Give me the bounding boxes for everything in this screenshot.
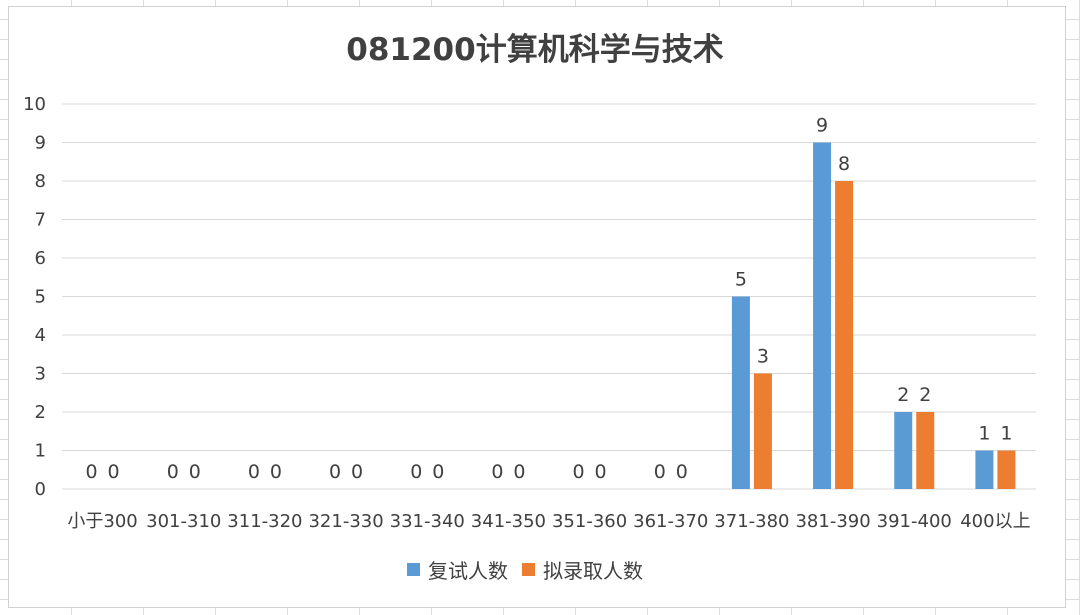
data-label: 0 xyxy=(410,461,422,483)
y-tick-label: 0 xyxy=(35,479,46,500)
x-tick-label: 小于300 xyxy=(67,511,137,532)
x-tick-label: 381-390 xyxy=(795,511,870,532)
bar xyxy=(835,181,854,489)
y-tick-label: 4 xyxy=(35,325,46,346)
bar xyxy=(813,142,832,489)
y-tick-label: 9 xyxy=(35,133,46,154)
data-label: 8 xyxy=(838,153,850,175)
data-label: 0 xyxy=(248,461,260,483)
bar xyxy=(894,412,913,489)
x-tick-label: 331-340 xyxy=(390,511,465,532)
legend: 复试人数 拟录取人数 xyxy=(407,559,643,583)
x-tick-label: 301-310 xyxy=(146,511,221,532)
bar xyxy=(731,296,750,489)
legend-label: 拟录取人数 xyxy=(543,559,643,583)
data-label: 2 xyxy=(919,384,931,406)
x-tick-label: 361-370 xyxy=(633,511,708,532)
y-tick-label: 2 xyxy=(35,402,46,423)
data-label: 0 xyxy=(351,461,363,483)
legend-swatch xyxy=(522,563,535,576)
bar xyxy=(916,412,935,489)
y-tick-label: 5 xyxy=(35,287,46,308)
y-axis-tick-labels: 0 1 2 3 4 5 6 7 8 9 10 xyxy=(23,94,46,500)
legend-swatch xyxy=(407,563,420,576)
data-label: 0 xyxy=(86,461,98,483)
bar xyxy=(975,450,994,489)
x-tick-label: 311-320 xyxy=(227,511,302,532)
x-tick-label: 391-400 xyxy=(877,511,952,532)
y-tick-label: 1 xyxy=(35,441,46,462)
data-label: 0 xyxy=(108,461,120,483)
data-label: 0 xyxy=(676,461,688,483)
bars xyxy=(731,142,1016,489)
chart-area[interactable] xyxy=(8,6,1066,608)
data-label: 0 xyxy=(513,461,525,483)
x-axis-tick-labels: 小于300 301-310 311-320 321-330 331-340 341-350… xyxy=(67,511,1030,532)
bar xyxy=(753,373,772,489)
y-tick-label: 8 xyxy=(35,171,46,192)
data-label: 1 xyxy=(978,423,990,445)
legend-label: 复试人数 xyxy=(428,559,508,583)
data-label: 0 xyxy=(167,461,179,483)
chart-title: 081200计算机科学与技术 xyxy=(346,32,723,68)
x-tick-label: 371-380 xyxy=(714,511,789,532)
data-label: 0 xyxy=(654,461,666,483)
data-label: 5 xyxy=(735,269,747,291)
y-tick-label: 3 xyxy=(35,364,46,385)
data-label: 0 xyxy=(491,461,503,483)
data-label: 0 xyxy=(573,461,585,483)
x-tick-label: 341-350 xyxy=(471,511,546,532)
data-label: 0 xyxy=(189,461,201,483)
data-label: 0 xyxy=(270,461,282,483)
y-tick-label: 7 xyxy=(35,210,46,231)
bar xyxy=(997,450,1016,489)
data-label: 0 xyxy=(432,461,444,483)
data-label: 3 xyxy=(757,346,769,368)
data-label: 0 xyxy=(329,461,341,483)
x-tick-label: 351-360 xyxy=(552,511,627,532)
data-label: 2 xyxy=(897,384,909,406)
y-tick-label: 10 xyxy=(23,94,46,115)
x-tick-label: 321-330 xyxy=(308,511,383,532)
data-label: 1 xyxy=(1000,423,1012,445)
data-label: 0 xyxy=(595,461,607,483)
x-tick-label: 400以上 xyxy=(960,511,1030,532)
gridlines xyxy=(62,103,1036,490)
y-tick-label: 6 xyxy=(35,248,46,269)
data-label: 9 xyxy=(816,115,828,137)
